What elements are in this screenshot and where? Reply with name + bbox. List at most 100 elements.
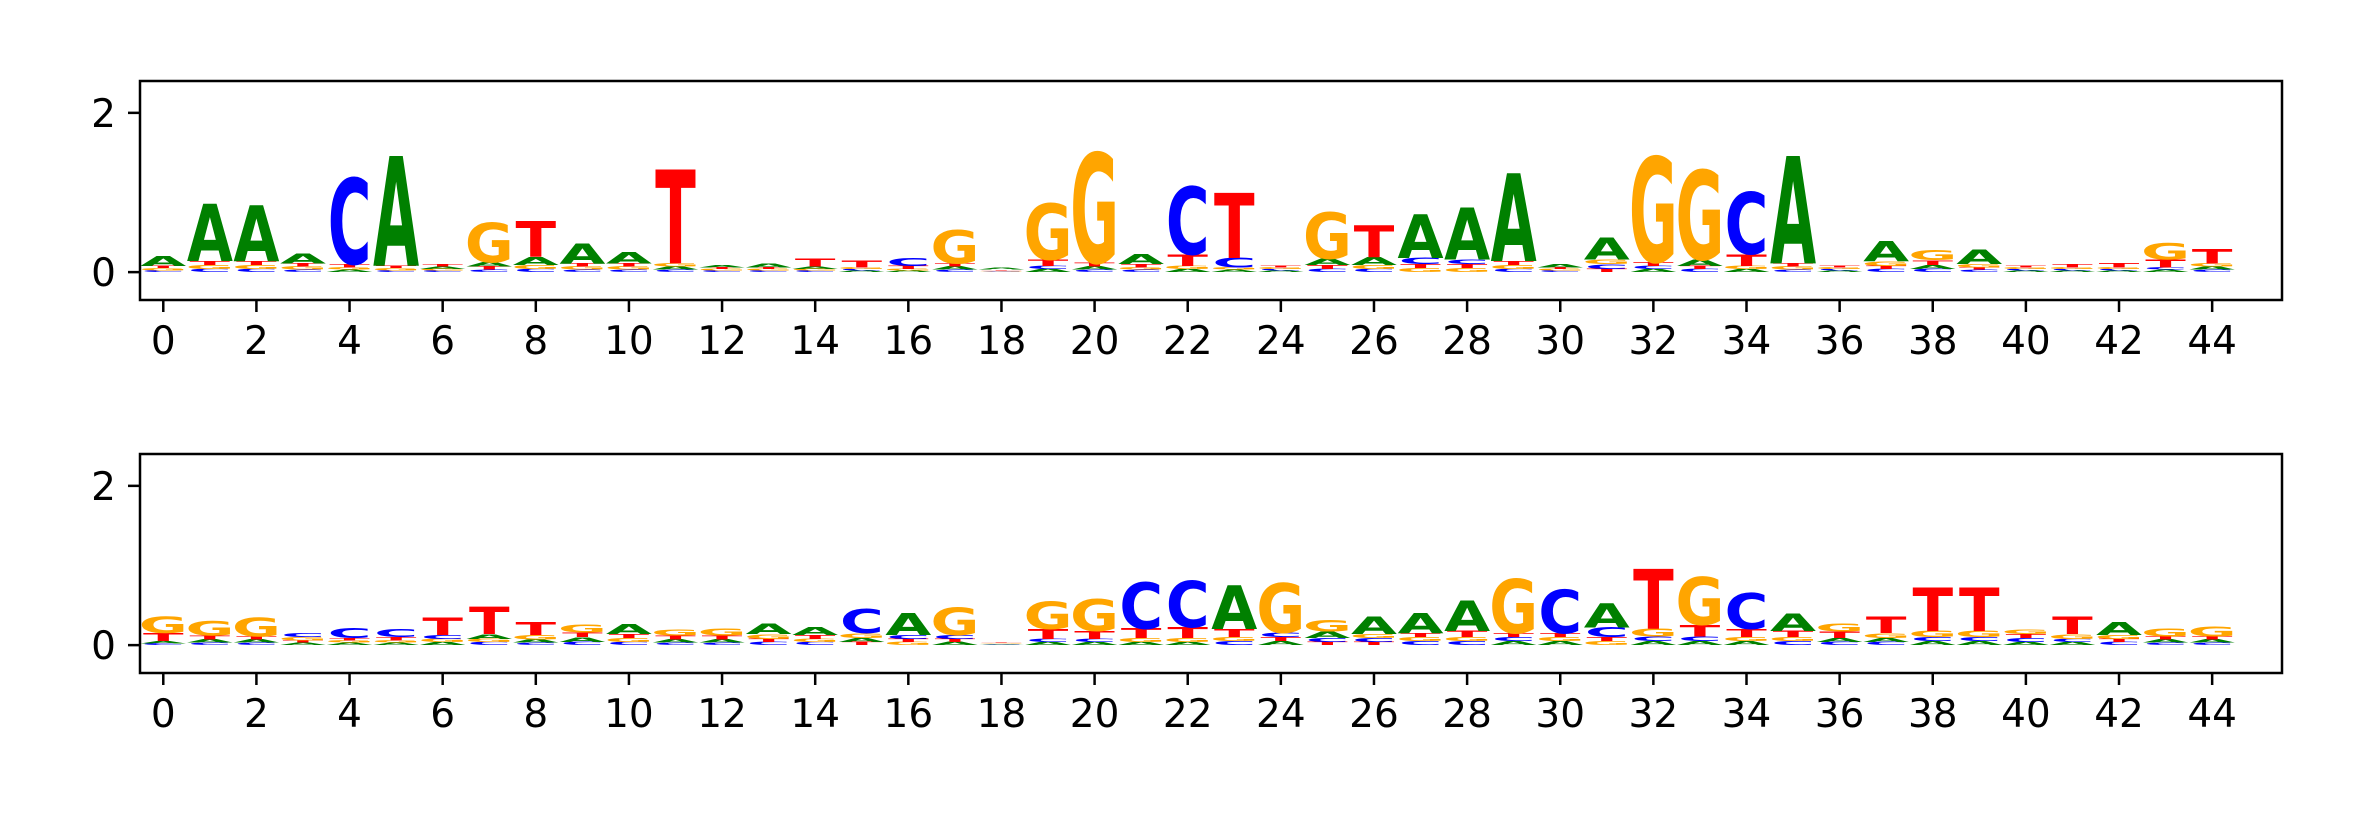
logo-letter-A: A xyxy=(1258,270,1305,273)
x-tick-label: 24 xyxy=(1256,692,1306,737)
logo-letter-G: G xyxy=(1489,565,1538,651)
logo-letter-C: C xyxy=(1864,641,1908,646)
logo-letter-T: T xyxy=(1354,218,1395,268)
logo-letter-T: T xyxy=(1493,632,1534,638)
logo-letter-C: C xyxy=(235,268,279,273)
x-tick-label: 36 xyxy=(1815,692,1865,737)
logo-letter-T: T xyxy=(2052,612,2093,640)
logo-letter-A: A xyxy=(792,625,838,638)
logo-letter-A: A xyxy=(1630,268,1677,273)
logo-letter-G: G xyxy=(791,638,840,643)
logo-letter-T: T xyxy=(795,634,836,640)
logo-letter-G: G xyxy=(1862,632,1911,640)
logo-letter-G: G xyxy=(1722,265,1771,270)
logo-letter-A: A xyxy=(1304,630,1350,640)
logo-letter-C: C xyxy=(188,642,232,646)
logo-letter-A: A xyxy=(1118,252,1165,267)
logo-letter-T: T xyxy=(888,638,929,643)
logo-letter-C: C xyxy=(1212,640,1256,646)
logo-letter-A: A xyxy=(746,621,793,637)
logo-letter-T: T xyxy=(1680,622,1721,641)
logo-letter-G: G xyxy=(837,267,886,270)
logo-letter-C: C xyxy=(2190,269,2234,273)
logo-letter-G: G xyxy=(698,627,747,639)
x-tick-label: 38 xyxy=(1908,319,1958,364)
x-tick-label: 40 xyxy=(2001,692,2051,737)
x-tick-label: 34 xyxy=(1722,692,1772,737)
x-tick-label: 0 xyxy=(151,692,176,737)
logo-letter-G: G xyxy=(1396,267,1445,273)
logo-letter-C: C xyxy=(1026,265,1070,270)
logo-letter-C: C xyxy=(1678,635,1722,643)
logo-letter-C: C xyxy=(2144,642,2188,646)
logo-letter-A: A xyxy=(1910,640,1956,646)
logo-letter-T: T xyxy=(609,633,650,639)
logo-letter-C: C xyxy=(1259,269,1303,272)
logo-letter-C: C xyxy=(1166,569,1210,642)
logo-letter-G: G xyxy=(1396,636,1445,642)
logo-letter-T: T xyxy=(1447,629,1488,639)
logo-letter-G: G xyxy=(279,636,328,641)
logo-letter-T: T xyxy=(1587,636,1628,642)
logo-letter-A: A xyxy=(1956,246,2003,269)
logo-letter-T: T xyxy=(2006,633,2047,639)
logo-letter-G: G xyxy=(1862,260,1911,268)
logo-letter-A: A xyxy=(1444,194,1490,276)
logo-letter-G: G xyxy=(2001,267,2050,270)
logo-letter-A: A xyxy=(1025,641,1072,646)
logo-letter-G: G xyxy=(1117,267,1166,271)
x-tick-label: 26 xyxy=(1349,319,1399,364)
logo-letter-C: C xyxy=(188,268,232,273)
x-tick-label: 44 xyxy=(2187,692,2237,737)
logo-letter-T: T xyxy=(1307,641,1348,646)
logo-letter-A: A xyxy=(327,642,374,646)
logo-letter-T: T xyxy=(748,267,789,270)
logo-letter-C: C xyxy=(1445,640,1489,646)
logo-letter-A: A xyxy=(1165,268,1212,273)
logo-letter-G: G xyxy=(1070,591,1119,641)
logo-letter-C: C xyxy=(1678,268,1722,273)
logo-letter-G: G xyxy=(1629,626,1678,639)
logo-letter-C: C xyxy=(2097,269,2141,272)
logo-letter-C: C xyxy=(1306,268,1350,273)
logo-letter-G: G xyxy=(1163,637,1212,643)
logo-letter-G: G xyxy=(1303,201,1352,274)
logo-letter-G: G xyxy=(2048,633,2097,641)
logo-letter-T: T xyxy=(702,635,743,641)
logo-letter-T: T xyxy=(1819,630,1860,640)
logo-letter-G: G xyxy=(1722,636,1771,642)
logo-letter-G: G xyxy=(511,634,560,642)
logo-letter-C: C xyxy=(1818,269,1862,272)
x-tick-label: 32 xyxy=(1629,319,1679,364)
logo-letter-A: A xyxy=(2143,269,2190,273)
logo-letter-C: C xyxy=(141,643,185,646)
logo-letter-G: G xyxy=(1676,146,1725,288)
logo-letter-G: G xyxy=(185,618,234,641)
logo-letter-A: A xyxy=(559,636,605,644)
logo-letter-A: A xyxy=(746,262,792,268)
logo-letter-A: A xyxy=(140,254,187,269)
logo-letter-G: G xyxy=(1769,636,1818,642)
logo-letter-T: T xyxy=(143,265,184,269)
logo-letter-G: G xyxy=(930,221,979,274)
logo-letter-T: T xyxy=(1866,265,1907,270)
logo-letter-A: A xyxy=(373,126,419,301)
x-tick-label: 6 xyxy=(430,319,455,364)
logo-letter-G: G xyxy=(372,640,421,644)
logo-letter-A: A xyxy=(513,255,559,268)
logo-letter-A: A xyxy=(1863,236,1909,268)
logo-letter-A: A xyxy=(2049,270,2096,273)
logo-letter-T: T xyxy=(1959,267,2000,271)
logo-letter-T: T xyxy=(1633,553,1674,648)
logo-letter-G: G xyxy=(1955,629,2004,639)
logo-letter-C: C xyxy=(2004,637,2048,643)
logo-letter-C: C xyxy=(1538,270,1582,273)
logo-letter-T: T xyxy=(1400,263,1441,269)
logo-letter-G: G xyxy=(1815,267,1864,270)
logo-letter-C: C xyxy=(1492,636,1536,642)
axes-frame xyxy=(138,79,2284,302)
logo-letter-A: A xyxy=(1025,268,1072,273)
x-tick-label: 32 xyxy=(1629,692,1679,737)
